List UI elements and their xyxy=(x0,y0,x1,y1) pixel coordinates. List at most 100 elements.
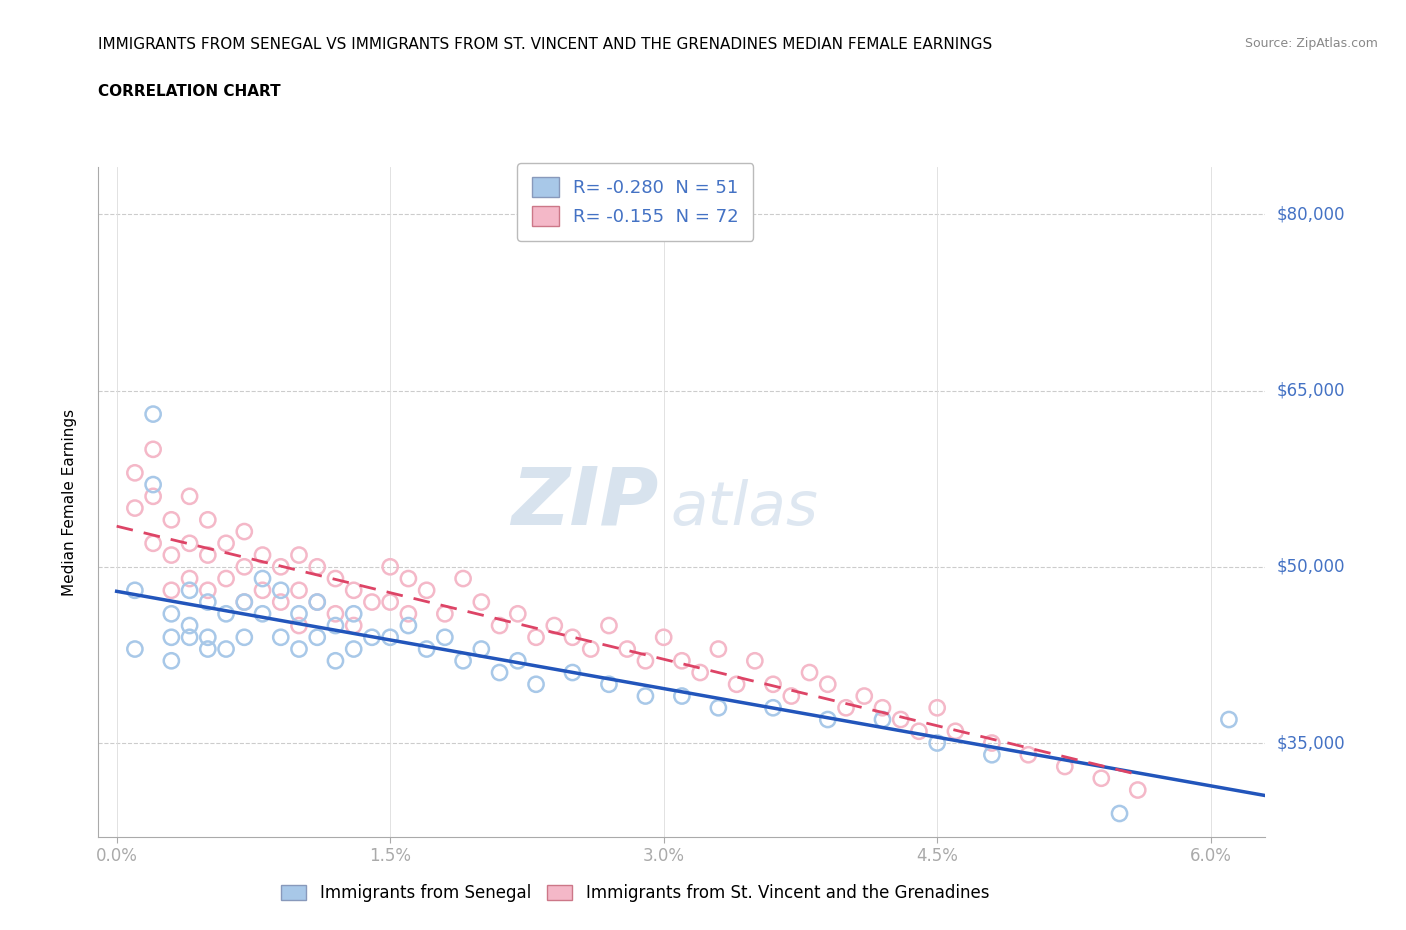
Point xyxy=(197,594,219,609)
Point xyxy=(197,630,219,644)
Point xyxy=(634,654,657,669)
Point xyxy=(524,677,547,692)
Point xyxy=(415,642,437,657)
Point xyxy=(160,512,183,527)
Point xyxy=(616,642,638,657)
Point xyxy=(160,606,183,621)
Point xyxy=(325,606,347,621)
Point xyxy=(634,688,657,703)
Point xyxy=(579,642,602,657)
Point xyxy=(506,606,529,621)
Point xyxy=(233,630,256,644)
Point xyxy=(762,677,785,692)
Point xyxy=(142,477,165,492)
Point xyxy=(598,618,620,633)
Point xyxy=(288,583,311,598)
Point xyxy=(270,630,292,644)
Point xyxy=(307,594,329,609)
Point xyxy=(1108,806,1130,821)
Point xyxy=(233,594,256,609)
Point xyxy=(343,618,366,633)
Point xyxy=(488,618,510,633)
Point xyxy=(799,665,821,680)
Point xyxy=(396,606,419,621)
Point xyxy=(343,606,366,621)
Point xyxy=(817,712,839,727)
Point xyxy=(872,712,894,727)
Point xyxy=(361,594,384,609)
Point xyxy=(561,630,583,644)
Point xyxy=(707,642,730,657)
Point xyxy=(288,642,311,657)
Point xyxy=(853,688,876,703)
Point xyxy=(197,642,219,657)
Point xyxy=(233,594,256,609)
Point xyxy=(160,630,183,644)
Point xyxy=(817,677,839,692)
Point xyxy=(270,559,292,574)
Point xyxy=(451,571,474,586)
Point xyxy=(142,442,165,457)
Point xyxy=(872,700,894,715)
Text: $50,000: $50,000 xyxy=(1277,558,1346,576)
Point xyxy=(179,618,201,633)
Point xyxy=(671,688,693,703)
Point xyxy=(561,665,583,680)
Point xyxy=(160,654,183,669)
Point xyxy=(124,642,146,657)
Point xyxy=(835,700,858,715)
Point xyxy=(1053,759,1076,774)
Point xyxy=(325,654,347,669)
Point xyxy=(270,583,292,598)
Point xyxy=(524,630,547,644)
Point xyxy=(396,618,419,633)
Point xyxy=(980,748,1002,763)
Point xyxy=(124,465,146,480)
Point xyxy=(307,594,329,609)
Y-axis label: Median Female Earnings: Median Female Earnings xyxy=(62,408,77,596)
Point xyxy=(179,571,201,586)
Point xyxy=(325,571,347,586)
Point xyxy=(762,700,785,715)
Point xyxy=(744,654,766,669)
Point xyxy=(179,489,201,504)
Point xyxy=(160,548,183,563)
Point xyxy=(124,500,146,515)
Point xyxy=(598,677,620,692)
Point xyxy=(197,583,219,598)
Text: $65,000: $65,000 xyxy=(1277,381,1346,400)
Point xyxy=(215,536,238,551)
Text: $35,000: $35,000 xyxy=(1277,734,1346,752)
Point xyxy=(124,583,146,598)
Point xyxy=(451,654,474,669)
Point xyxy=(980,736,1002,751)
Point xyxy=(652,630,675,644)
Point xyxy=(1017,748,1039,763)
Point xyxy=(378,594,402,609)
Point xyxy=(707,700,730,715)
Point xyxy=(197,512,219,527)
Point xyxy=(179,536,201,551)
Point xyxy=(142,406,165,421)
Point xyxy=(415,583,437,598)
Point xyxy=(396,571,419,586)
Point xyxy=(927,736,949,751)
Point xyxy=(288,618,311,633)
Point xyxy=(288,548,311,563)
Point xyxy=(179,630,201,644)
Point xyxy=(433,630,456,644)
Point xyxy=(945,724,967,738)
Point xyxy=(179,583,201,598)
Point xyxy=(252,606,274,621)
Point xyxy=(252,583,274,598)
Point xyxy=(307,630,329,644)
Text: CORRELATION CHART: CORRELATION CHART xyxy=(98,84,281,99)
Point xyxy=(252,548,274,563)
Text: $80,000: $80,000 xyxy=(1277,206,1346,223)
Point xyxy=(215,606,238,621)
Point xyxy=(543,618,565,633)
Point xyxy=(689,665,711,680)
Point xyxy=(433,606,456,621)
Point xyxy=(378,630,402,644)
Point xyxy=(325,618,347,633)
